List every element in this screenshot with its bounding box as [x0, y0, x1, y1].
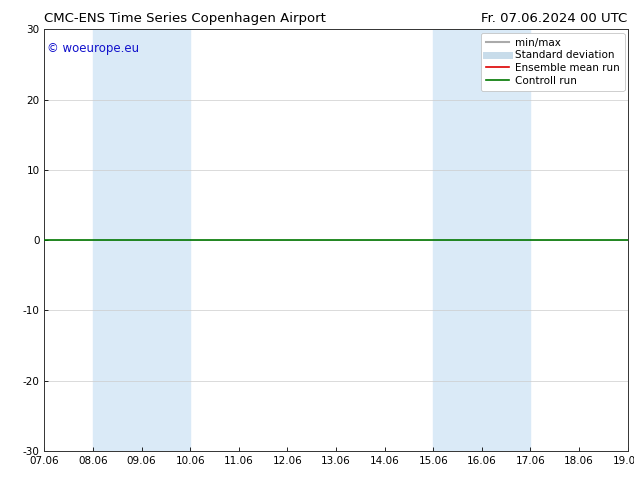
Text: CMC-ENS Time Series Copenhagen Airport: CMC-ENS Time Series Copenhagen Airport — [44, 12, 327, 25]
Text: Fr. 07.06.2024 00 UTC: Fr. 07.06.2024 00 UTC — [481, 12, 628, 25]
Bar — [93, 29, 190, 451]
Legend: min/max, Standard deviation, Ensemble mean run, Controll run: min/max, Standard deviation, Ensemble me… — [481, 32, 624, 91]
Bar — [433, 29, 531, 451]
Text: © woeurope.eu: © woeurope.eu — [48, 42, 139, 55]
